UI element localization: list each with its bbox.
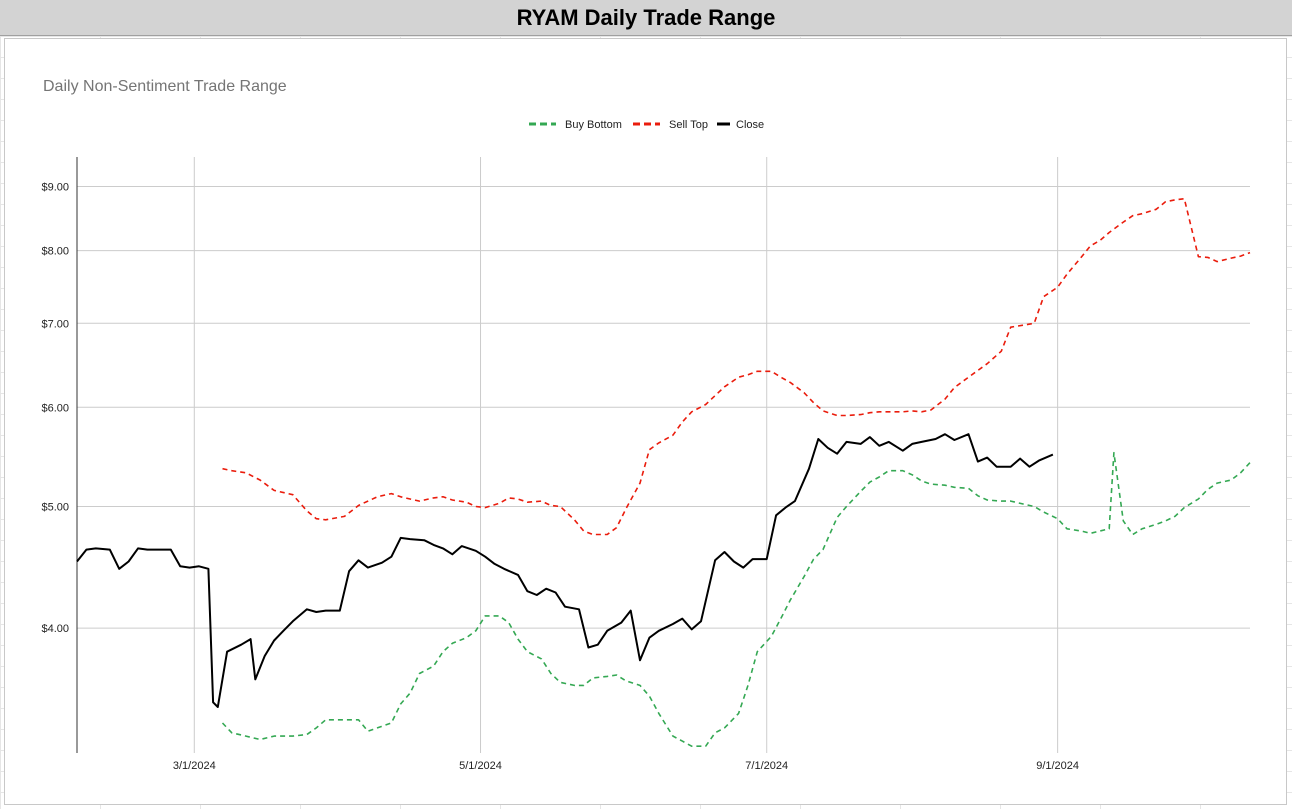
window-title-bar: RYAM Daily Trade Range bbox=[0, 0, 1292, 36]
chart-panel[interactable]: Daily Non-Sentiment Trade Range Buy Bott… bbox=[4, 38, 1287, 805]
y-tick-label: $7.00 bbox=[41, 318, 69, 330]
legend-label-buy-bottom: Buy Bottom bbox=[565, 119, 622, 131]
x-tick-label: 7/1/2024 bbox=[745, 760, 788, 772]
x-tick-label: 5/1/2024 bbox=[459, 760, 502, 772]
legend-label-close: Close bbox=[736, 119, 764, 131]
grid-layer bbox=[77, 157, 1250, 753]
legend-label-sell-top: Sell Top bbox=[669, 119, 708, 131]
y-tick-label: $8.00 bbox=[41, 246, 69, 258]
series-line-buy-bottom bbox=[221, 451, 1251, 747]
chart-legend[interactable]: Buy Bottom Sell Top Close bbox=[529, 119, 764, 131]
chart-subtitle: Daily Non-Sentiment Trade Range bbox=[43, 78, 287, 95]
x-tick-label: 9/1/2024 bbox=[1036, 760, 1079, 772]
axis-layer: $4.00 $5.00 $6.00 $7.00 $8.00 $9.00 3/1/2024 5/… bbox=[41, 157, 1079, 772]
y-tick-label: $5.00 bbox=[41, 502, 69, 514]
series-line-sell-top bbox=[222, 197, 1251, 536]
y-tick-label: $6.00 bbox=[41, 402, 69, 414]
x-tick-label: 3/1/2024 bbox=[173, 760, 216, 772]
y-tick-label: $4.00 bbox=[41, 623, 69, 635]
y-tick-label: $9.00 bbox=[41, 181, 69, 193]
series-line-close bbox=[76, 433, 1054, 708]
chart-svg: Daily Non-Sentiment Trade Range Buy Bott… bbox=[41, 78, 1251, 772]
window-title: RYAM Daily Trade Range bbox=[516, 4, 776, 30]
series-layer bbox=[76, 197, 1251, 747]
